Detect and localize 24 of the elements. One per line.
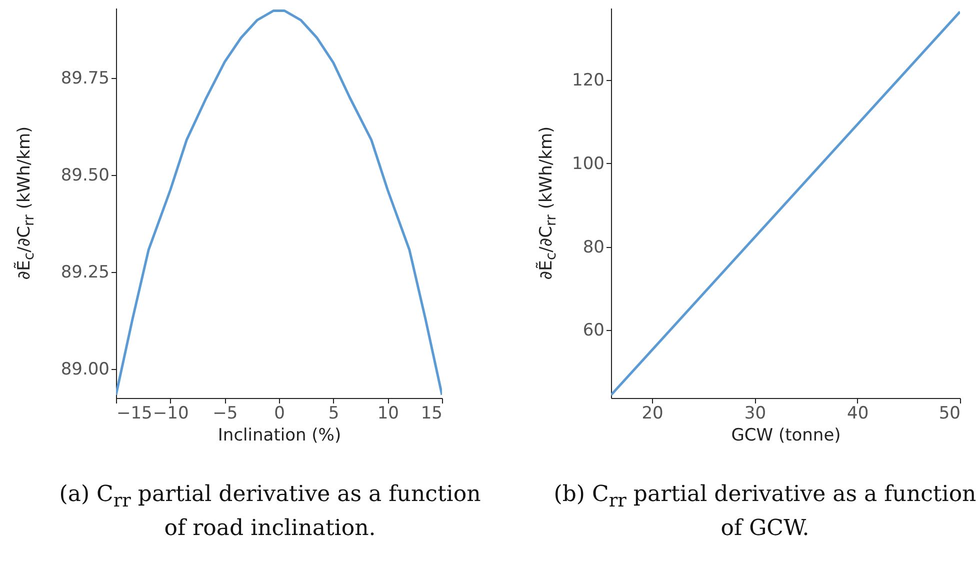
y-tick-label: 120 xyxy=(572,70,604,91)
y-tick-label: 89.50 xyxy=(60,165,110,186)
x-axis-title: GCW (tonne) xyxy=(731,426,841,446)
y-tick-label: 60 xyxy=(582,320,604,341)
x-tick-label: 10 xyxy=(377,404,399,424)
x-axis-title: Inclination (%) xyxy=(218,426,342,446)
x-tick-label: 30 xyxy=(744,404,766,424)
y-tick-label: 89.25 xyxy=(60,262,110,282)
x-tick-label: 20 xyxy=(642,404,664,424)
text: (b) C$_{rr}$ partial derivative as a function of GCW. xyxy=(552,481,978,544)
line-series xyxy=(116,9,442,396)
x-tick-label: −15 xyxy=(116,404,152,424)
x-tick-label: 40 xyxy=(847,404,869,424)
y-tick-label: 89.75 xyxy=(60,68,110,88)
x-tick-label: 5 xyxy=(328,404,340,424)
y-tick-label: 89.00 xyxy=(60,359,110,380)
x-tick-label: 50 xyxy=(938,404,960,424)
x-tick-label: 15 xyxy=(420,404,442,424)
y-tick-label: 100 xyxy=(572,154,604,174)
y-tick-label: 80 xyxy=(582,237,604,258)
x-tick-label: 0 xyxy=(274,404,285,424)
x-tick-label: −10 xyxy=(152,404,189,424)
text: (a) C$_{rr}$ partial derivative as a function of road inclination. xyxy=(58,481,482,544)
x-tick-label: −5 xyxy=(212,404,238,424)
